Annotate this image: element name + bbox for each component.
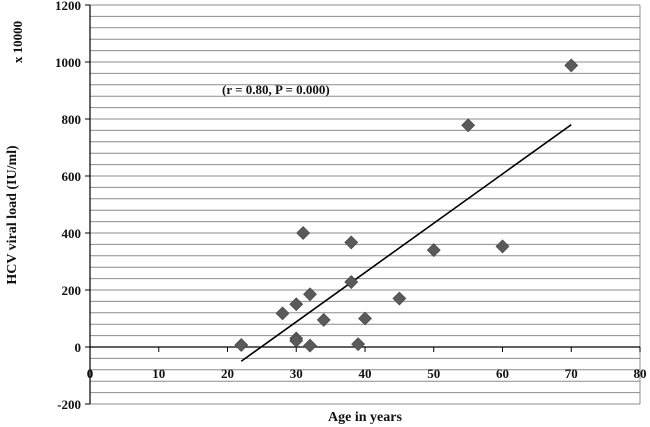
y-tick-label: 800 [62,112,82,127]
y-tick-label: 1200 [55,0,81,13]
x-axis-label: Age in years [328,410,402,425]
data-point [392,291,407,306]
x-tick-label: 20 [221,366,234,381]
data-point [344,235,359,250]
y-multiplier-label: x 10000 [10,21,25,63]
x-tick-labels: 0 10 20 30 40 50 60 70 80 [87,347,647,381]
x-tick-label: 0 [87,366,94,381]
data-point [461,118,476,133]
data-point [358,311,372,326]
x-tick-label: 30 [290,366,303,381]
x-tick-label: 70 [565,366,578,381]
x-tick-label: 40 [359,366,372,381]
data-point [351,337,366,352]
data-point [564,58,579,73]
data-point [289,333,304,348]
y-tick-label: 1000 [55,55,81,70]
linear-trendline [240,124,572,362]
trendline-layer [240,124,572,362]
data-point [234,338,249,352]
x-tick-label: 60 [496,366,509,381]
x-tick-label: 10 [152,366,165,381]
data-point [316,313,331,327]
data-point [344,275,359,289]
x-tick-label: 80 [634,366,647,381]
y-tick-labels: -200 0 200 400 600 800 1000 1200 [55,0,90,412]
y-tick-label: 0 [75,340,82,355]
y-axis-label: HCV viral load (IU/ml) [5,145,20,285]
data-point [303,338,317,353]
data-point [426,243,441,258]
x-tick-label: 50 [427,366,440,381]
correlation-annotation: (r = 0.80, P = 0.000) [222,82,330,97]
y-tick-label: 600 [62,169,82,184]
data-point [275,306,290,321]
data-point [296,226,311,240]
data-point [303,287,317,302]
data-point [289,297,304,312]
y-tick-label: 400 [62,226,82,241]
y-tick-label: -200 [57,397,81,412]
data-point [495,239,510,254]
data-points [234,58,579,353]
y-tick-label: 200 [62,283,82,298]
